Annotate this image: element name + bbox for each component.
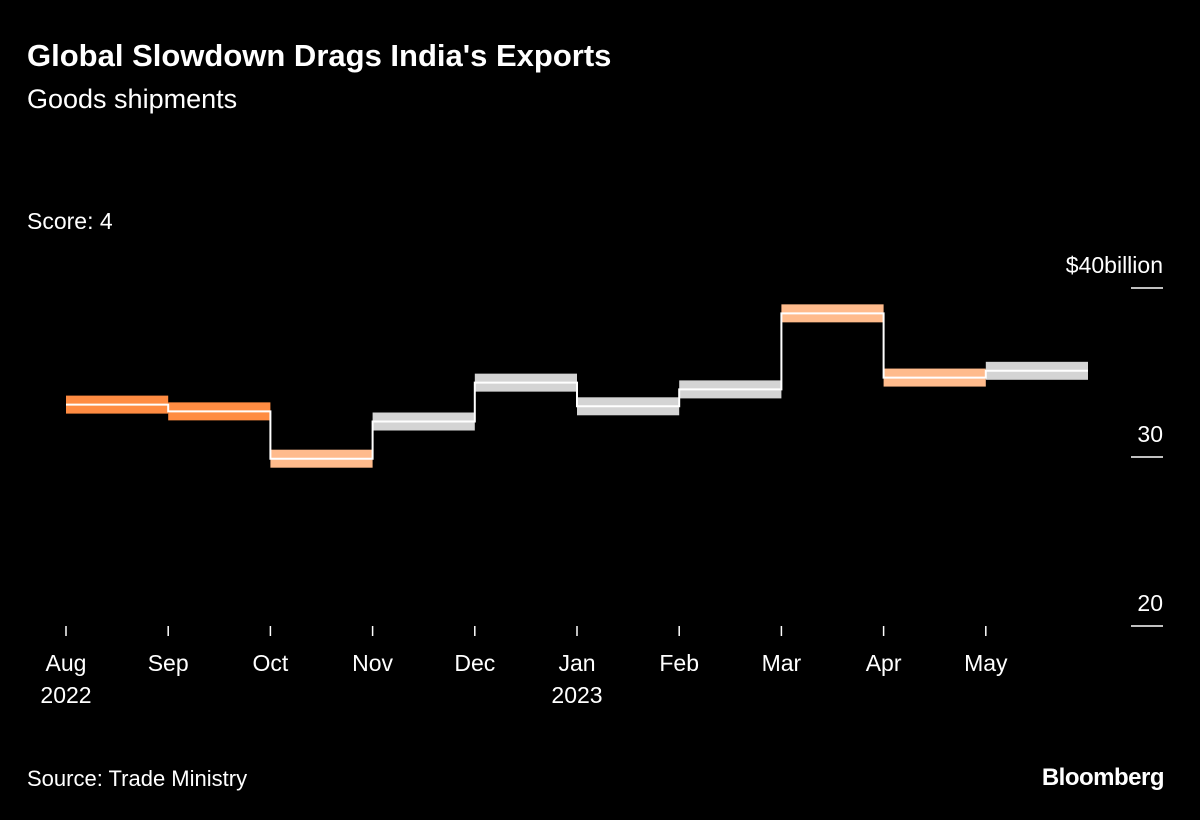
- x-tick-label: Apr: [866, 650, 902, 676]
- chart-title: Global Slowdown Drags India's Exports: [27, 38, 612, 73]
- x-tick-year-label: 2022: [40, 682, 91, 708]
- x-tick-label: Oct: [253, 650, 289, 676]
- y-tick-label: 20: [1137, 590, 1163, 616]
- bloomberg-logo: Bloomberg: [1041, 764, 1165, 791]
- chart-subtitle: Goods shipments: [27, 84, 238, 114]
- x-tick-year-label: 2023: [551, 682, 602, 708]
- y-tick-label: 30: [1137, 421, 1163, 447]
- step-line: [66, 312, 1088, 460]
- x-tick-label: Aug: [46, 650, 87, 676]
- x-tick-label: Jan: [558, 650, 595, 676]
- x-tick-label: Mar: [762, 650, 802, 676]
- source-note: Source: Trade Ministry: [27, 766, 248, 791]
- score-label: Score: 4: [27, 208, 113, 234]
- x-tick-label: Feb: [659, 650, 699, 676]
- x-tick-label: May: [964, 650, 1008, 676]
- x-tick-label: Sep: [148, 650, 189, 676]
- y-tick-label: $40billion: [1066, 252, 1163, 278]
- x-tick-label: Dec: [454, 650, 495, 676]
- x-tick-label: Nov: [352, 650, 393, 676]
